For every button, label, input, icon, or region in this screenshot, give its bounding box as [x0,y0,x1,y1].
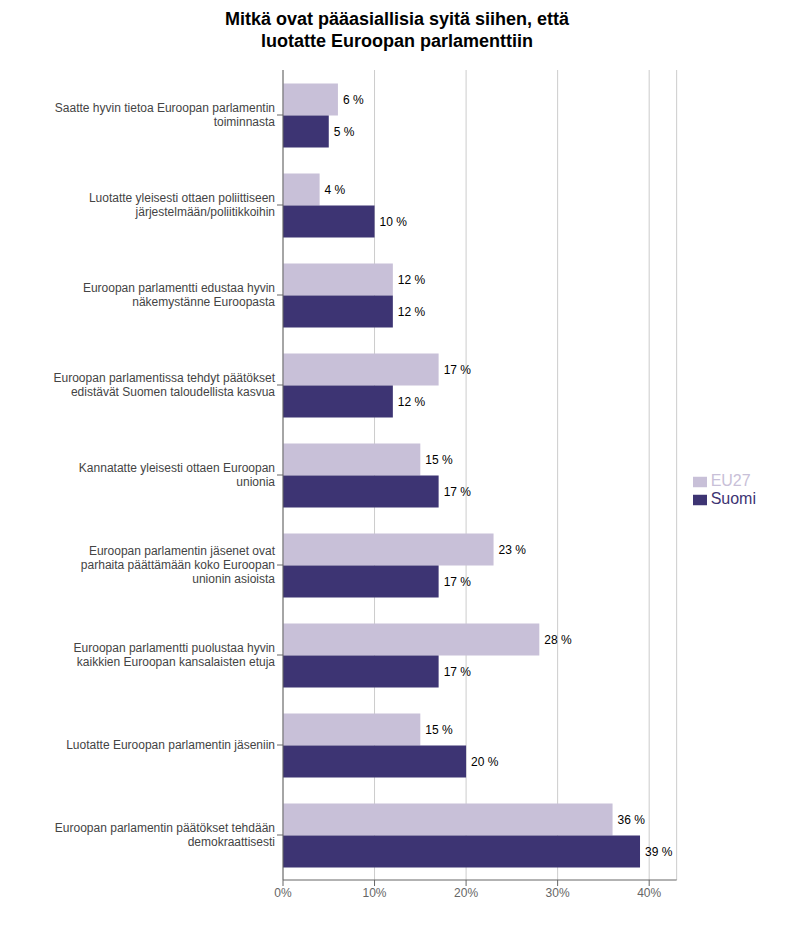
svg-text:15 %: 15 % [425,723,453,737]
svg-text:17 %: 17 % [444,575,472,589]
svg-text:20 %: 20 % [471,755,499,769]
svg-text:Euroopan parlamentti puolustaa: Euroopan parlamentti puolustaa hyvinkaik… [74,641,276,669]
svg-text:Kannatatte yleisesti ottaen Eu: Kannatatte yleisesti ottaen Euroopanunio… [79,461,275,489]
html-text:Suomi: Suomi [710,490,756,507]
svg-text:Euroopan parlamentin päätökset: Euroopan parlamentin päätökset tehdäände… [55,821,275,849]
svg-text:36 %: 36 % [618,813,646,827]
svg-text:10 %: 10 % [380,215,408,229]
svg-text:Euroopan parlamentin jäsenet o: Euroopan parlamentin jäsenet ovatparhait… [81,544,276,586]
html-text:EU27: EU27 [710,472,751,489]
svg-text:17 %: 17 % [444,485,472,499]
svg-text:17 %: 17 % [444,363,472,377]
svg-text:Euroopan parlamentissa tehdyt: Euroopan parlamentissa tehdyt päätöksete… [54,371,276,399]
svg-text:15 %: 15 % [425,453,453,467]
svg-text:12 %: 12 % [398,395,426,409]
svg-text:Saatte hyvin tietoa Euroopan p: Saatte hyvin tietoa Euroopan parlamentin… [55,101,275,129]
svg-text:10%: 10% [363,886,387,900]
svg-text:17 %: 17 % [444,665,472,679]
svg-text:4 %: 4 % [325,183,346,197]
svg-text:12 %: 12 % [398,305,426,319]
svg-text:28 %: 28 % [544,633,572,647]
svg-text:39 %: 39 % [645,845,673,859]
svg-text:0%: 0% [274,886,292,900]
svg-text:Luotatte yleisesti ottaen poli: Luotatte yleisesti ottaen poliittiseenjä… [89,191,275,219]
html-text:Mitkä ovat pääasiallisia syitä: Mitkä ovat pääasiallisia syitä siihen, e… [224,9,570,51]
svg-text:5 %: 5 % [334,125,355,139]
svg-text:23 %: 23 % [499,543,527,557]
svg-text:Luotatte Euroopan parlamentin: Luotatte Euroopan parlamentin jäseniin [66,738,275,752]
svg-text:12 %: 12 % [398,273,426,287]
svg-text:30%: 30% [546,886,570,900]
svg-text:20%: 20% [454,886,478,900]
svg-text:6 %: 6 % [343,93,364,107]
svg-text:40%: 40% [637,886,661,900]
svg-text:Euroopan parlamentti edustaa h: Euroopan parlamentti edustaa hyvinnäkemy… [83,281,275,309]
